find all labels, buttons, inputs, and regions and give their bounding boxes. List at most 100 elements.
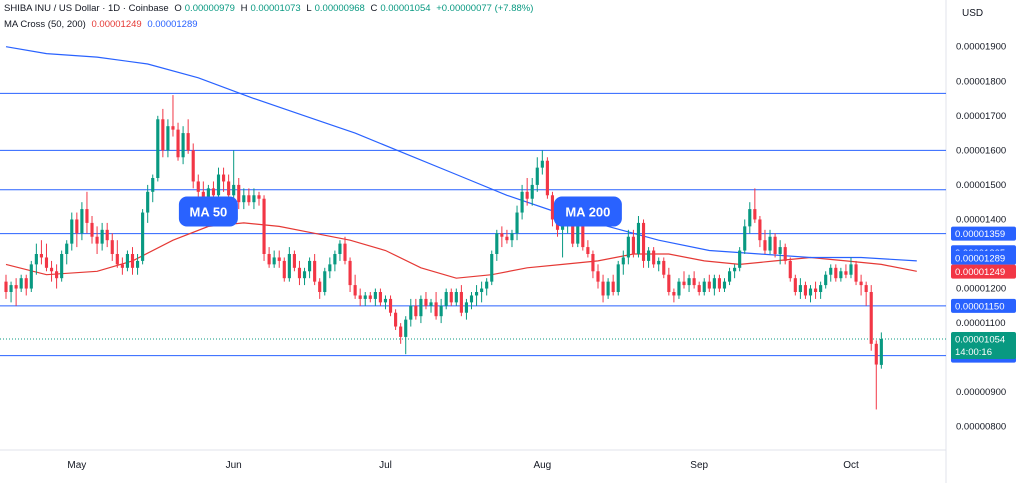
candle <box>125 250 130 272</box>
candle-body <box>14 285 18 289</box>
candle-body <box>763 240 767 251</box>
candle <box>383 295 388 310</box>
candle-body <box>191 150 195 182</box>
candle-body <box>262 198 266 254</box>
candle <box>469 292 474 310</box>
candle <box>232 150 236 206</box>
candle-body <box>682 281 686 286</box>
candle-body <box>414 305 418 317</box>
candle <box>712 274 716 296</box>
candle <box>186 119 190 154</box>
candle-body <box>34 254 38 265</box>
y-tick-label: 0.00001400 <box>956 214 1006 225</box>
candle <box>707 274 711 292</box>
candle-body <box>242 195 246 203</box>
y-tick-label: 0.00001800 <box>956 76 1006 87</box>
candle <box>798 278 802 299</box>
candle <box>586 240 590 258</box>
candle-body <box>576 226 580 244</box>
candle-body <box>459 292 463 313</box>
candle <box>141 209 145 265</box>
candle-body <box>222 174 226 182</box>
candle <box>682 271 686 289</box>
candle <box>844 264 848 279</box>
candle <box>444 288 448 310</box>
candle <box>80 202 84 241</box>
candle <box>227 174 231 199</box>
candle-body <box>115 254 119 265</box>
candle <box>328 257 332 279</box>
candle <box>196 174 200 199</box>
candle <box>636 216 641 258</box>
price-badge: 0.00001359 <box>951 226 1016 241</box>
ma200-value: 0.00001289 <box>147 19 198 30</box>
candle-body <box>495 233 499 254</box>
candle-body <box>758 219 762 241</box>
candle <box>581 222 585 251</box>
candle-body <box>434 302 438 317</box>
candle-body <box>394 312 398 327</box>
candle <box>373 288 377 306</box>
candle-body <box>753 209 757 220</box>
candle <box>662 257 666 279</box>
y-tick-label: 0.00000800 <box>956 422 1006 433</box>
candle-body <box>672 292 676 296</box>
candle-body <box>733 267 737 272</box>
candle-body <box>373 292 377 299</box>
candle <box>9 281 13 303</box>
candle <box>44 243 49 272</box>
candle <box>424 292 428 310</box>
candle-body <box>874 343 878 365</box>
candle <box>864 281 868 306</box>
candle <box>839 267 843 282</box>
candle <box>358 288 362 306</box>
candle-body <box>252 195 256 203</box>
candle <box>434 292 438 320</box>
candle-body <box>424 298 428 306</box>
candle-body <box>110 240 114 254</box>
currency-label[interactable]: USD <box>962 8 984 19</box>
candle <box>687 274 691 292</box>
candle-body <box>707 281 711 289</box>
candle-body <box>667 274 671 292</box>
y-tick-label: 0.00001100 <box>956 318 1006 329</box>
candle <box>313 254 317 286</box>
candle <box>677 278 681 299</box>
candle <box>302 267 307 286</box>
candle-body <box>313 260 317 282</box>
candle-body <box>505 236 509 241</box>
candle <box>768 229 772 254</box>
price-badge: 0.00001150 <box>951 298 1016 313</box>
candle <box>151 174 155 203</box>
candle <box>819 281 823 299</box>
candle <box>631 229 635 258</box>
candle-body <box>156 119 160 178</box>
candle-body <box>540 160 544 168</box>
candle <box>697 281 701 296</box>
candle-body <box>227 181 231 196</box>
candle-body <box>125 254 130 268</box>
candle-body <box>500 233 504 237</box>
candle-body <box>834 267 838 279</box>
candle-body <box>824 274 828 286</box>
candle-body <box>378 292 382 303</box>
candle <box>343 236 347 265</box>
candle <box>773 233 777 258</box>
candle <box>606 278 610 299</box>
candle <box>105 222 109 248</box>
x-tick-label: Oct <box>843 460 859 471</box>
candle <box>758 216 762 248</box>
candle <box>19 274 23 292</box>
candle <box>505 229 509 244</box>
candle-body <box>60 254 64 279</box>
price-badge-label: 0.00001359 <box>955 229 1005 240</box>
candle-body <box>454 292 458 303</box>
candle-body <box>85 209 89 223</box>
candle-body <box>829 267 833 275</box>
candle <box>535 157 539 192</box>
candle <box>474 285 479 306</box>
candle-body <box>525 191 529 199</box>
chart-legend-line2: MA Cross (50, 200) 0.00001249 0.00001289 <box>4 19 201 30</box>
candle-body <box>480 288 484 292</box>
